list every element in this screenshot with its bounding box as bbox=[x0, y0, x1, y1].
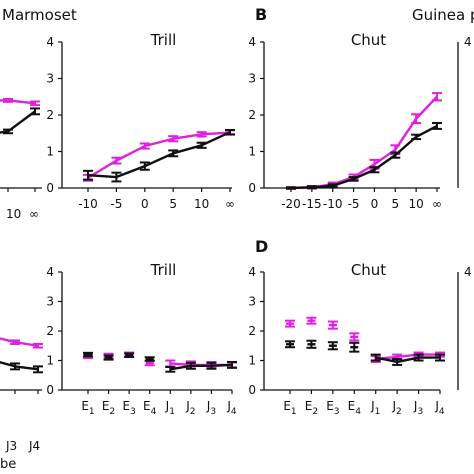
x-tick-label: E2 bbox=[102, 399, 115, 417]
y-tick-label: 4 bbox=[248, 35, 256, 49]
header-right: Guinea p bbox=[412, 6, 474, 24]
chart-marmoset-trill-top: 0 1 2 3 4 -10 -5 0 5 10 ∞ Trill bbox=[46, 31, 235, 211]
y-tick-label: 3 bbox=[46, 72, 54, 86]
panel-letter-d: D bbox=[255, 237, 268, 256]
y-tick-label: 3 bbox=[46, 295, 54, 309]
chart-marmoset-partial-bottom bbox=[0, 337, 43, 394]
header-left: Marmoset bbox=[2, 6, 77, 24]
x-tick-label: -10 bbox=[323, 197, 343, 211]
chart-title: Chut bbox=[351, 261, 386, 279]
x-tick-label: -20 bbox=[281, 197, 301, 211]
series-line bbox=[87, 131, 231, 179]
series-1 bbox=[0, 361, 43, 374]
series-1 bbox=[83, 128, 235, 183]
x-tick-label: E1 bbox=[81, 399, 94, 417]
y-tick-label: 2 bbox=[46, 324, 54, 338]
y-tick-label: 2 bbox=[248, 324, 256, 338]
y-tick-label: 4 bbox=[248, 265, 256, 279]
series-1 bbox=[285, 339, 445, 366]
x-tick-label: E1 bbox=[283, 399, 296, 417]
series-1 bbox=[83, 351, 237, 373]
series-0 bbox=[0, 97, 40, 107]
y-tick-label: 3 bbox=[248, 295, 256, 309]
series-0 bbox=[83, 129, 235, 182]
x-tick-label: ∞ bbox=[432, 197, 442, 211]
partial-y-tick: 4 bbox=[464, 35, 472, 49]
series-line bbox=[170, 363, 233, 371]
chart-title: Chut bbox=[351, 31, 386, 49]
x-tick-label: J1 bbox=[165, 399, 175, 417]
x-tick-label: E2 bbox=[305, 399, 318, 417]
x-tick-label: J3 bbox=[413, 399, 423, 417]
y-tick-label: 0 bbox=[248, 383, 256, 397]
y-tick-label: 1 bbox=[248, 145, 256, 159]
x-tick-label: 10 bbox=[194, 197, 209, 211]
y-tick-label: 0 bbox=[46, 181, 54, 195]
y-tick-label: 0 bbox=[248, 181, 256, 195]
x-tick-label: E3 bbox=[326, 399, 339, 417]
y-tick-label: 1 bbox=[248, 354, 256, 368]
series-line bbox=[87, 131, 231, 179]
x-tick-label: E4 bbox=[143, 399, 157, 417]
y-tick-label: 3 bbox=[248, 72, 256, 86]
partial-x-tick: J3 bbox=[5, 439, 17, 453]
partial-x-tick: 10 bbox=[6, 207, 21, 221]
series-line bbox=[375, 356, 440, 364]
x-tick-label: -10 bbox=[78, 197, 98, 211]
x-tick-label: -5 bbox=[348, 197, 360, 211]
x-tick-label: J4 bbox=[226, 399, 237, 417]
x-tick-label: ∞ bbox=[225, 197, 235, 211]
x-tick-label: J4 bbox=[434, 399, 445, 417]
y-tick-label: 1 bbox=[46, 354, 54, 368]
x-tick-label: 0 bbox=[371, 197, 379, 211]
y-tick-label: 2 bbox=[248, 108, 256, 122]
chart-marmoset-partial-top bbox=[0, 97, 42, 192]
x-tick-label: E3 bbox=[122, 399, 135, 417]
x-tick-label: -15 bbox=[302, 197, 322, 211]
x-tick-label: E4 bbox=[348, 399, 362, 417]
partial-x-tick: J4 bbox=[28, 439, 40, 453]
x-tick-label: 5 bbox=[391, 197, 399, 211]
series-0 bbox=[0, 337, 43, 349]
x-tick-label: J3 bbox=[206, 399, 216, 417]
partial-axis-label: be bbox=[0, 457, 16, 472]
x-tick-label: 0 bbox=[141, 197, 149, 211]
chart-title: Trill bbox=[150, 261, 177, 279]
x-tick-label: J2 bbox=[392, 399, 402, 417]
y-tick-label: 0 bbox=[46, 383, 54, 397]
x-tick-label: 10 bbox=[409, 197, 424, 211]
series-1 bbox=[0, 107, 40, 135]
y-tick-label: 4 bbox=[46, 35, 54, 49]
x-tick-label: 5 bbox=[169, 197, 177, 211]
y-tick-label: 1 bbox=[46, 145, 54, 159]
chart-guinea-pig-chut-bottom: 0 1 2 3 4 E1 E2 E3 E4 J1 J2 J3 J4 Chut bbox=[248, 261, 445, 417]
series-1 bbox=[286, 122, 442, 190]
partial-x-tick: ∞ bbox=[29, 207, 39, 221]
chart-marmoset-trill-bottom: 0 1 2 3 4 E1 E2 E3 E4 J1 J2 J3 J4 Trill bbox=[46, 261, 237, 417]
partial-y-tick: 4 bbox=[464, 265, 472, 279]
y-tick-label: 4 bbox=[46, 265, 54, 279]
y-tick-label: 2 bbox=[46, 108, 54, 122]
x-tick-label: J1 bbox=[370, 399, 380, 417]
series-line bbox=[375, 353, 440, 361]
chart-title: Trill bbox=[150, 31, 177, 49]
x-tick-label: -5 bbox=[110, 197, 122, 211]
panel-letter-b: B bbox=[255, 5, 267, 24]
x-tick-label: J2 bbox=[185, 399, 195, 417]
